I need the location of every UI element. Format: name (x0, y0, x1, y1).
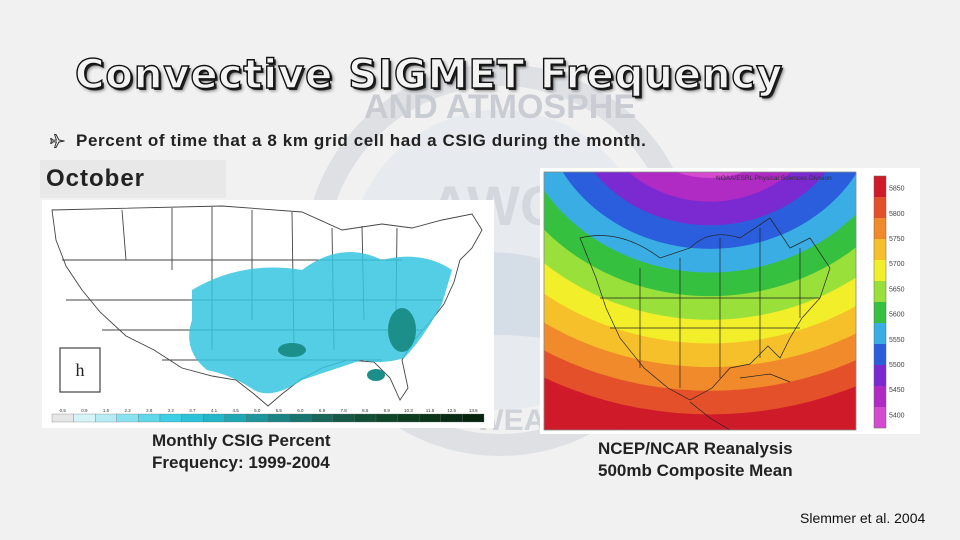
colorbar-tick-label: 4.5 (232, 408, 239, 413)
left-caption: Monthly CSIG Percent Frequency: 1999-200… (152, 430, 331, 474)
height-band (676, 172, 744, 178)
colorbar-tick-label: 3.7 (189, 408, 196, 413)
seal-text-top: AND ATMOSPHE (364, 88, 636, 126)
north-america-outline (579, 217, 831, 430)
colorbar-swatch (874, 218, 886, 239)
colorbar-tick-label: 13.5 (469, 408, 478, 413)
colorbar-tick-label: 3.2 (168, 408, 175, 413)
colorbar-swatch (874, 323, 886, 344)
colorbar-swatch (203, 413, 225, 423)
colorbar-swatch (874, 239, 886, 260)
height-band (628, 172, 792, 202)
colorbar-swatch (95, 413, 117, 423)
colorbar-tick-label: 0.5 (60, 408, 67, 413)
colorbar-label: 5650 (889, 286, 905, 293)
colorbar-tick-label: 6.9 (319, 408, 326, 413)
colorbar-tick-label: 2.8 (146, 408, 153, 413)
colorbar-swatch (332, 413, 355, 423)
colorbar-tick-label: 5.0 (254, 408, 261, 413)
colorbar-label: 5800 (889, 211, 905, 218)
bullet-point: Percent of time that a 8 km grid cell ha… (50, 126, 646, 156)
slide-title: Convective SIGMET Frequency (74, 51, 784, 98)
left-caption-line-2: Frequency: 1999-2004 (152, 453, 330, 472)
colorbar-swatch (874, 344, 886, 365)
right-caption-line-2: 500mb Composite Mean (598, 461, 793, 480)
colorbar-swatch (311, 413, 333, 423)
colorbar-swatch (267, 413, 290, 423)
colorbar-swatch (116, 413, 139, 423)
colorbar-label: 5500 (889, 362, 905, 369)
colorbar-tick-label: 2.2 (124, 408, 131, 413)
colorbar-swatch (354, 413, 377, 423)
colorbar-swatch (159, 413, 182, 423)
colorbar-tick-label: 9.9 (384, 408, 391, 413)
colorbar-swatch (224, 413, 247, 423)
colorbar-label: 5450 (889, 387, 905, 394)
colorbar-swatch (462, 413, 485, 423)
colorbar-tick-label: 1.5 (103, 408, 110, 413)
right-caption-line-1: NCEP/NCAR Reanalysis (598, 439, 793, 458)
colorbar-swatch (181, 413, 204, 423)
bullet-text: Percent of time that a 8 km grid cell ha… (76, 131, 647, 150)
colorbar-tick-label: 5.5 (276, 408, 283, 413)
colorbar-tick-label: 0.9 (81, 408, 88, 413)
colorbar-swatch (874, 281, 886, 302)
frequency-colorbar: 0.5 0.9 1.5 2.2 2.8 3.2 3.7 4.1 4.5 5.0 5.5 6.0 6.9 7… (51, 408, 485, 423)
colorbar-swatch (874, 176, 886, 197)
colorbar-swatch (73, 413, 96, 423)
panel-label: h (76, 360, 85, 380)
colorbar-swatch (874, 386, 886, 407)
geopotential-height-bands (544, 172, 856, 430)
csig-frequency-map: h 0.5 0.9 1.5 2.2 2.8 3.2 3.7 4.1 4.5 5.0 5.5 6.0 6.… (42, 200, 494, 428)
colorbar-swatch (874, 365, 886, 386)
colorbar-tick-label: 8.5 (362, 408, 369, 413)
colorbar-swatch (874, 302, 886, 323)
colorbar-tick-label: 11.5 (426, 408, 435, 413)
colorbar-swatch (440, 413, 463, 423)
reanalysis-500mb-map: NOAA/ESRL Physical Sciences Division 585… (540, 168, 920, 434)
left-caption-line-1: Monthly CSIG Percent (152, 431, 331, 450)
colorbar-label: 5750 (889, 236, 905, 243)
right-caption: NCEP/NCAR Reanalysis 500mb Composite Mea… (598, 438, 793, 482)
colorbar-tick-label: 4.1 (211, 408, 218, 413)
colorbar-swatch (138, 413, 161, 423)
colorbar-swatch (397, 413, 420, 423)
colorbar-tick-label: 10.3 (404, 408, 413, 413)
colorbar-label: 5550 (889, 337, 905, 344)
colorbar-swatch (874, 197, 886, 218)
colorbar-label: 5700 (889, 261, 905, 268)
panel-label-box: h (59, 347, 101, 393)
colorbar-swatch (246, 413, 269, 423)
colorbar-tick-label: 7.8 (340, 408, 347, 413)
colorbar-swatch (874, 407, 886, 428)
colorbar-swatch (51, 413, 74, 423)
month-label: October (40, 160, 226, 198)
colorbar-swatch (419, 413, 441, 423)
colorbar-swatch (289, 413, 312, 423)
colorbar-label: 5850 (889, 186, 905, 193)
colorbar-label: 5600 (889, 312, 905, 319)
csig-frequency-shading (189, 252, 452, 394)
csig-high-frequency-areas (278, 308, 416, 381)
airplane-bullet-icon (50, 134, 65, 148)
colorbar-label: 5400 (889, 412, 905, 419)
psd-header: NOAA/ESRL Physical Sciences Division (716, 175, 832, 182)
height-colorbar: 5850 5800 5750 5700 5650 5600 5550 5500 5450 5400 (873, 175, 905, 429)
colorbar-tick-label: 6.0 (297, 408, 304, 413)
colorbar-swatch (375, 413, 398, 423)
colorbar-swatch (874, 260, 886, 281)
citation: Slemmer et al. 2004 (800, 510, 926, 526)
colorbar-tick-label: 12.5 (447, 408, 456, 413)
